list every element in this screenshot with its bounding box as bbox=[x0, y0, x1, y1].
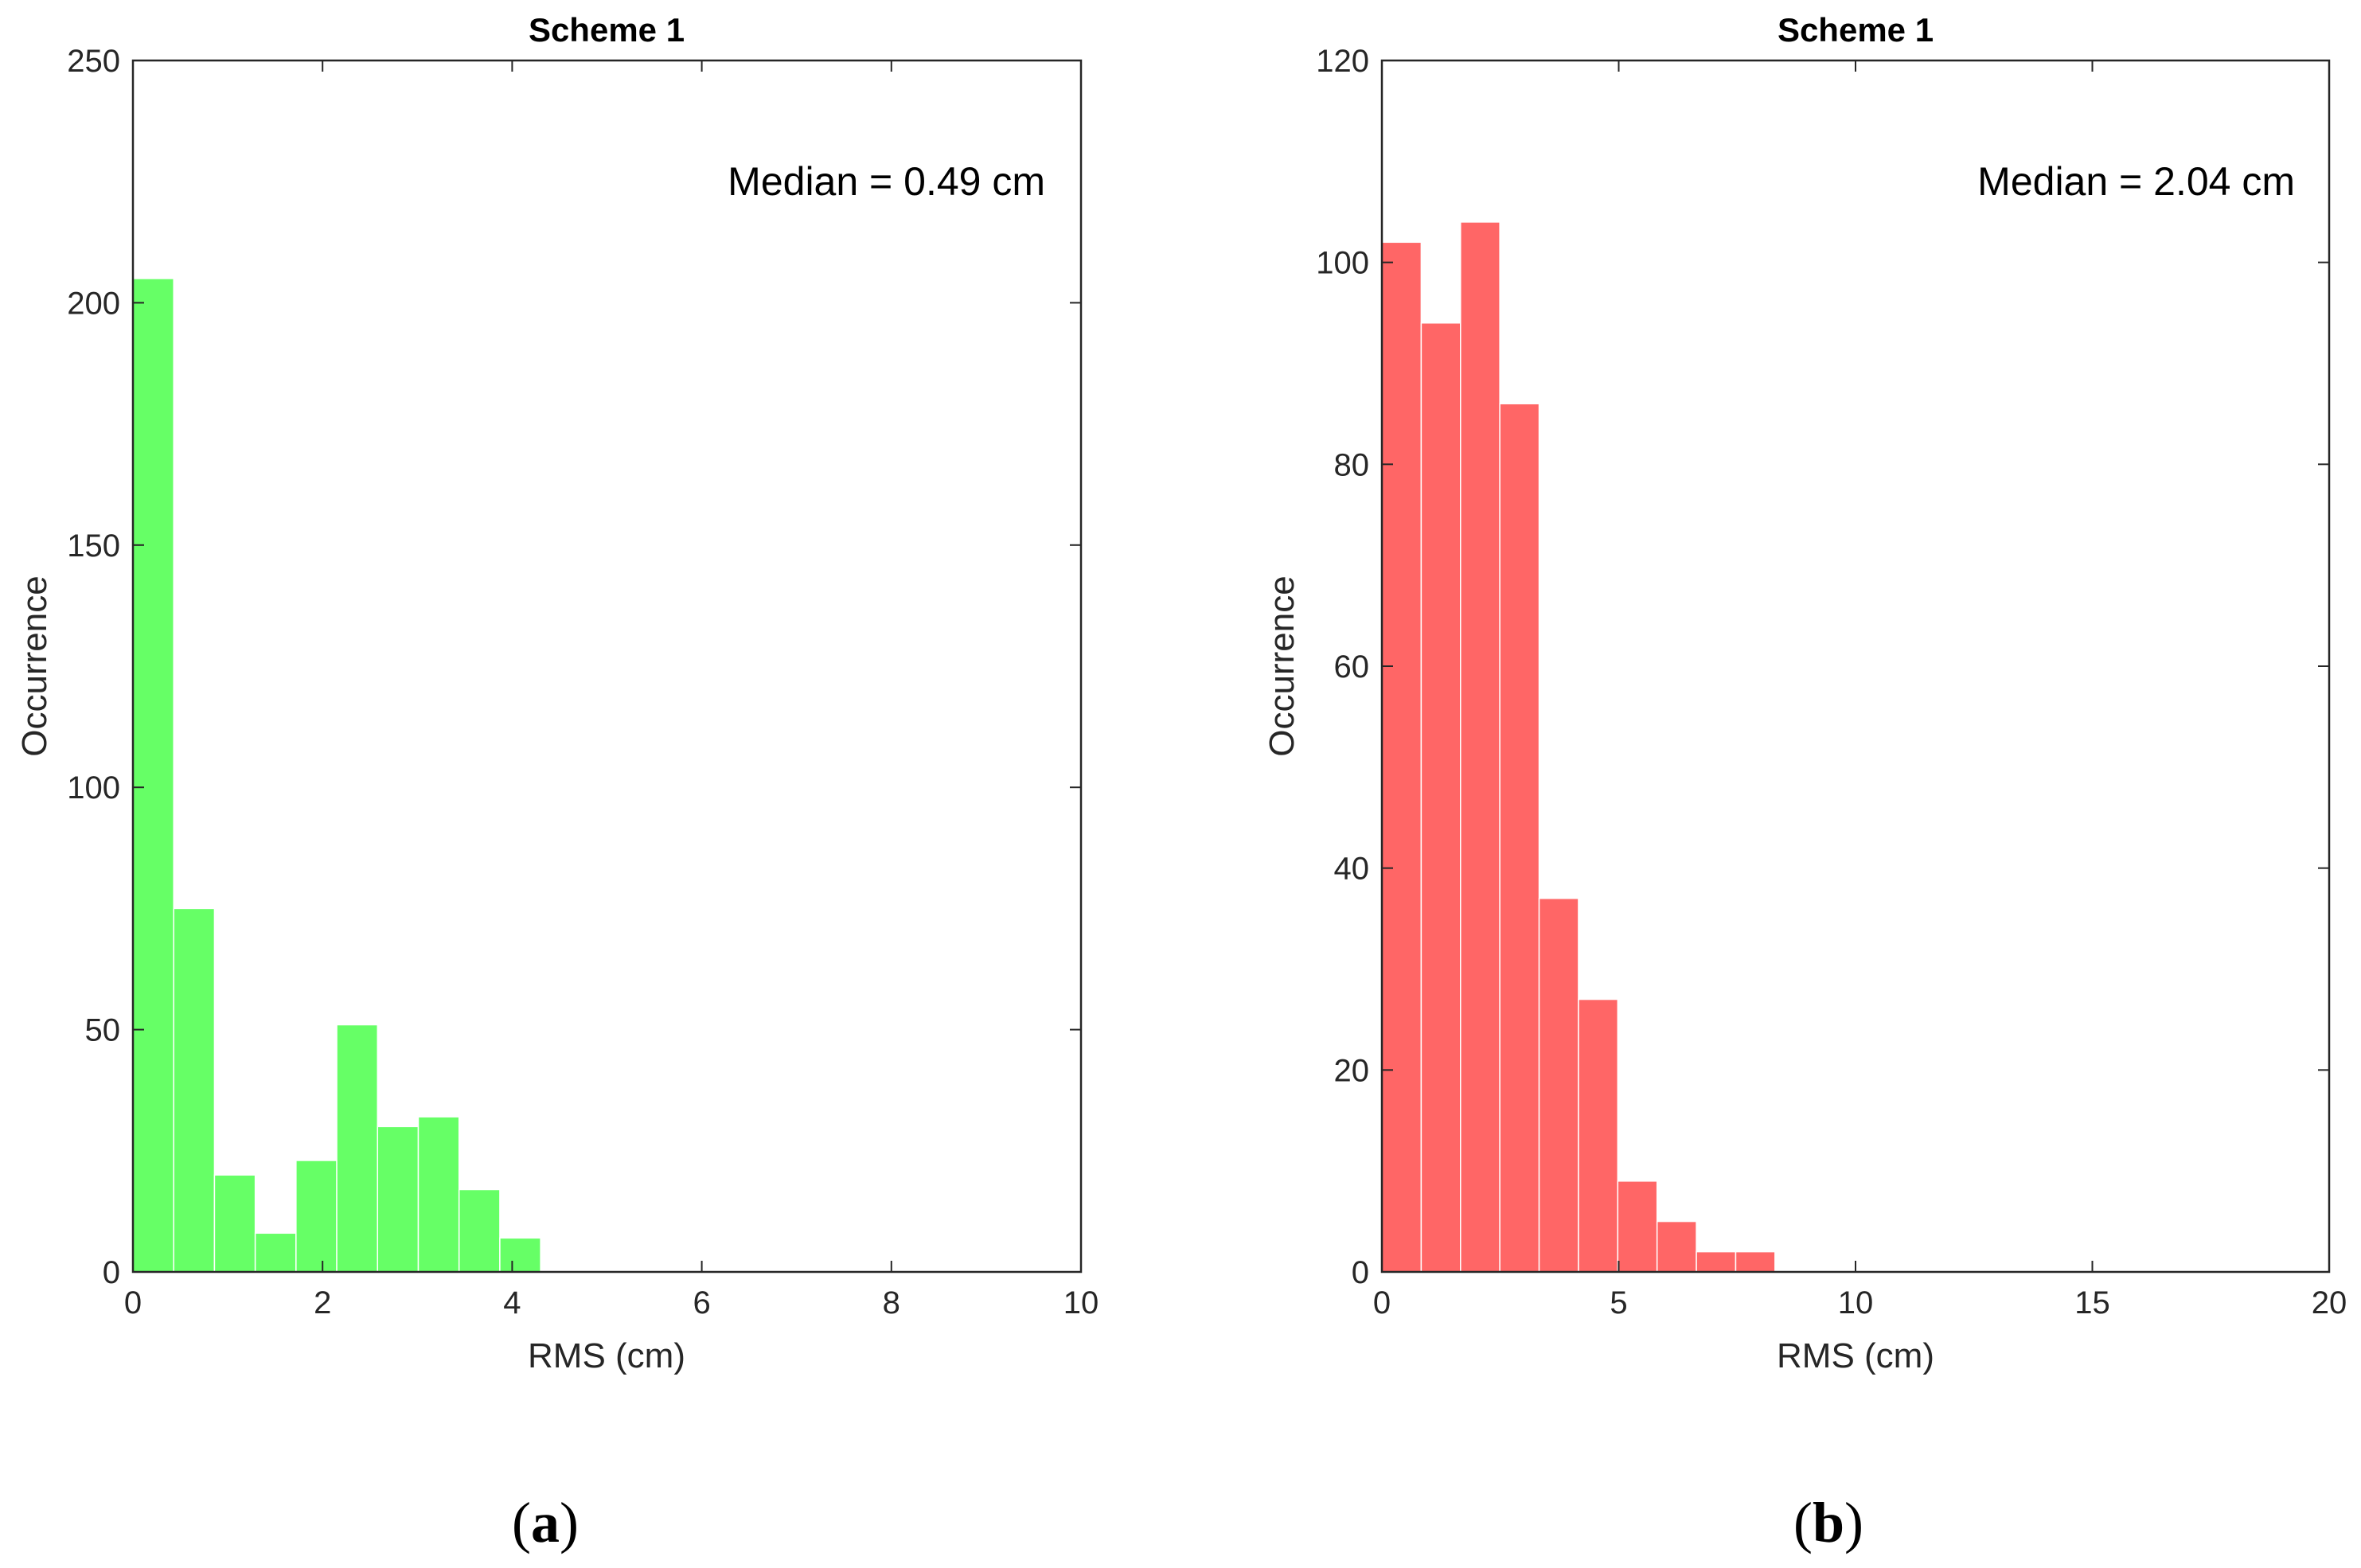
panel-label-b: (b) bbox=[1793, 1491, 1863, 1554]
y-axis-label: Occurrence bbox=[1262, 575, 1301, 756]
y-tick-label: 0 bbox=[103, 1255, 120, 1290]
histogram-bar bbox=[1460, 221, 1501, 1273]
plot-area-frame bbox=[131, 59, 1083, 1274]
histogram-bar bbox=[458, 1188, 501, 1273]
histogram-bar bbox=[1420, 322, 1461, 1273]
histogram-bar bbox=[1578, 998, 1619, 1273]
panel-letter: a bbox=[531, 1491, 560, 1554]
histogram-panel-a: Scheme 1 0 2 4 6 8 10 0 50 100 150 200 250 RMS (cm… bbox=[15, 11, 1099, 1375]
histogram-bar bbox=[1696, 1250, 1737, 1273]
x-tick-label: 15 bbox=[2074, 1285, 2110, 1320]
x-tick-label: 10 bbox=[1838, 1285, 1874, 1320]
x-tick-label: 20 bbox=[2312, 1285, 2347, 1320]
x-axis-ticks: 0 2 4 6 8 10 bbox=[124, 60, 1099, 1320]
y-tick-label: 250 bbox=[67, 44, 120, 79]
y-tick-label: 200 bbox=[67, 286, 120, 321]
x-tick-label: 8 bbox=[883, 1285, 900, 1320]
x-axis-label: RMS (cm) bbox=[1777, 1336, 1934, 1375]
y-tick-label: 150 bbox=[67, 529, 120, 564]
histogram-bar bbox=[336, 1024, 379, 1273]
histogram-bar bbox=[499, 1237, 541, 1273]
histogram-bar bbox=[173, 907, 216, 1273]
histogram-bar bbox=[213, 1174, 256, 1273]
histogram-bar bbox=[377, 1125, 420, 1273]
chart-title: Scheme 1 bbox=[529, 11, 685, 49]
y-tick-label: 100 bbox=[1316, 246, 1369, 281]
median-annotation: Median = 2.04 cm bbox=[1977, 159, 2295, 204]
bar-series bbox=[132, 278, 541, 1273]
median-annotation: Median = 0.49 cm bbox=[728, 159, 1045, 204]
x-tick-label: 6 bbox=[693, 1285, 710, 1320]
y-tick-label: 80 bbox=[1334, 447, 1370, 482]
histogram-bar bbox=[1735, 1250, 1776, 1273]
histogram-bar bbox=[1617, 1180, 1658, 1273]
x-tick-label: 2 bbox=[314, 1285, 331, 1320]
x-tick-label: 4 bbox=[503, 1285, 521, 1320]
panel-letter: b bbox=[1812, 1491, 1845, 1554]
y-axis-label: Occurrence bbox=[15, 575, 54, 756]
histogram-bar bbox=[1538, 897, 1579, 1273]
panel-label-a: (a) bbox=[512, 1491, 579, 1554]
bar-series bbox=[1381, 221, 1776, 1273]
histogram-panel-b: Scheme 1 0 5 10 15 20 0 20 40 60 80 100 120 RMS (c… bbox=[1262, 11, 2347, 1375]
y-tick-label: 50 bbox=[85, 1013, 121, 1048]
x-axis-label: RMS (cm) bbox=[528, 1336, 685, 1375]
x-tick-label: 0 bbox=[124, 1285, 142, 1320]
y-axis-ticks: 0 50 100 150 200 250 bbox=[67, 44, 1081, 1290]
y-tick-label: 40 bbox=[1334, 852, 1370, 887]
chart-title: Scheme 1 bbox=[1778, 11, 1934, 49]
x-tick-label: 5 bbox=[1610, 1285, 1627, 1320]
histogram-bar bbox=[417, 1116, 460, 1273]
histogram-bar bbox=[1381, 241, 1422, 1273]
y-axis-ticks: 0 20 40 60 80 100 120 bbox=[1316, 44, 2329, 1290]
histogram-bar bbox=[1656, 1220, 1697, 1273]
histogram-bar bbox=[254, 1232, 297, 1273]
y-tick-label: 20 bbox=[1334, 1053, 1370, 1088]
histogram-bar bbox=[1499, 403, 1540, 1273]
y-tick-label: 0 bbox=[1352, 1255, 1369, 1290]
y-tick-label: 60 bbox=[1334, 649, 1370, 685]
x-tick-label: 0 bbox=[1373, 1285, 1391, 1320]
x-tick-label: 10 bbox=[1063, 1285, 1099, 1320]
histogram-bar bbox=[132, 278, 174, 1273]
y-tick-label: 120 bbox=[1316, 44, 1369, 79]
histogram-bar bbox=[295, 1160, 338, 1273]
x-axis-ticks: 0 5 10 15 20 bbox=[1373, 60, 2347, 1320]
y-tick-label: 100 bbox=[67, 770, 120, 805]
